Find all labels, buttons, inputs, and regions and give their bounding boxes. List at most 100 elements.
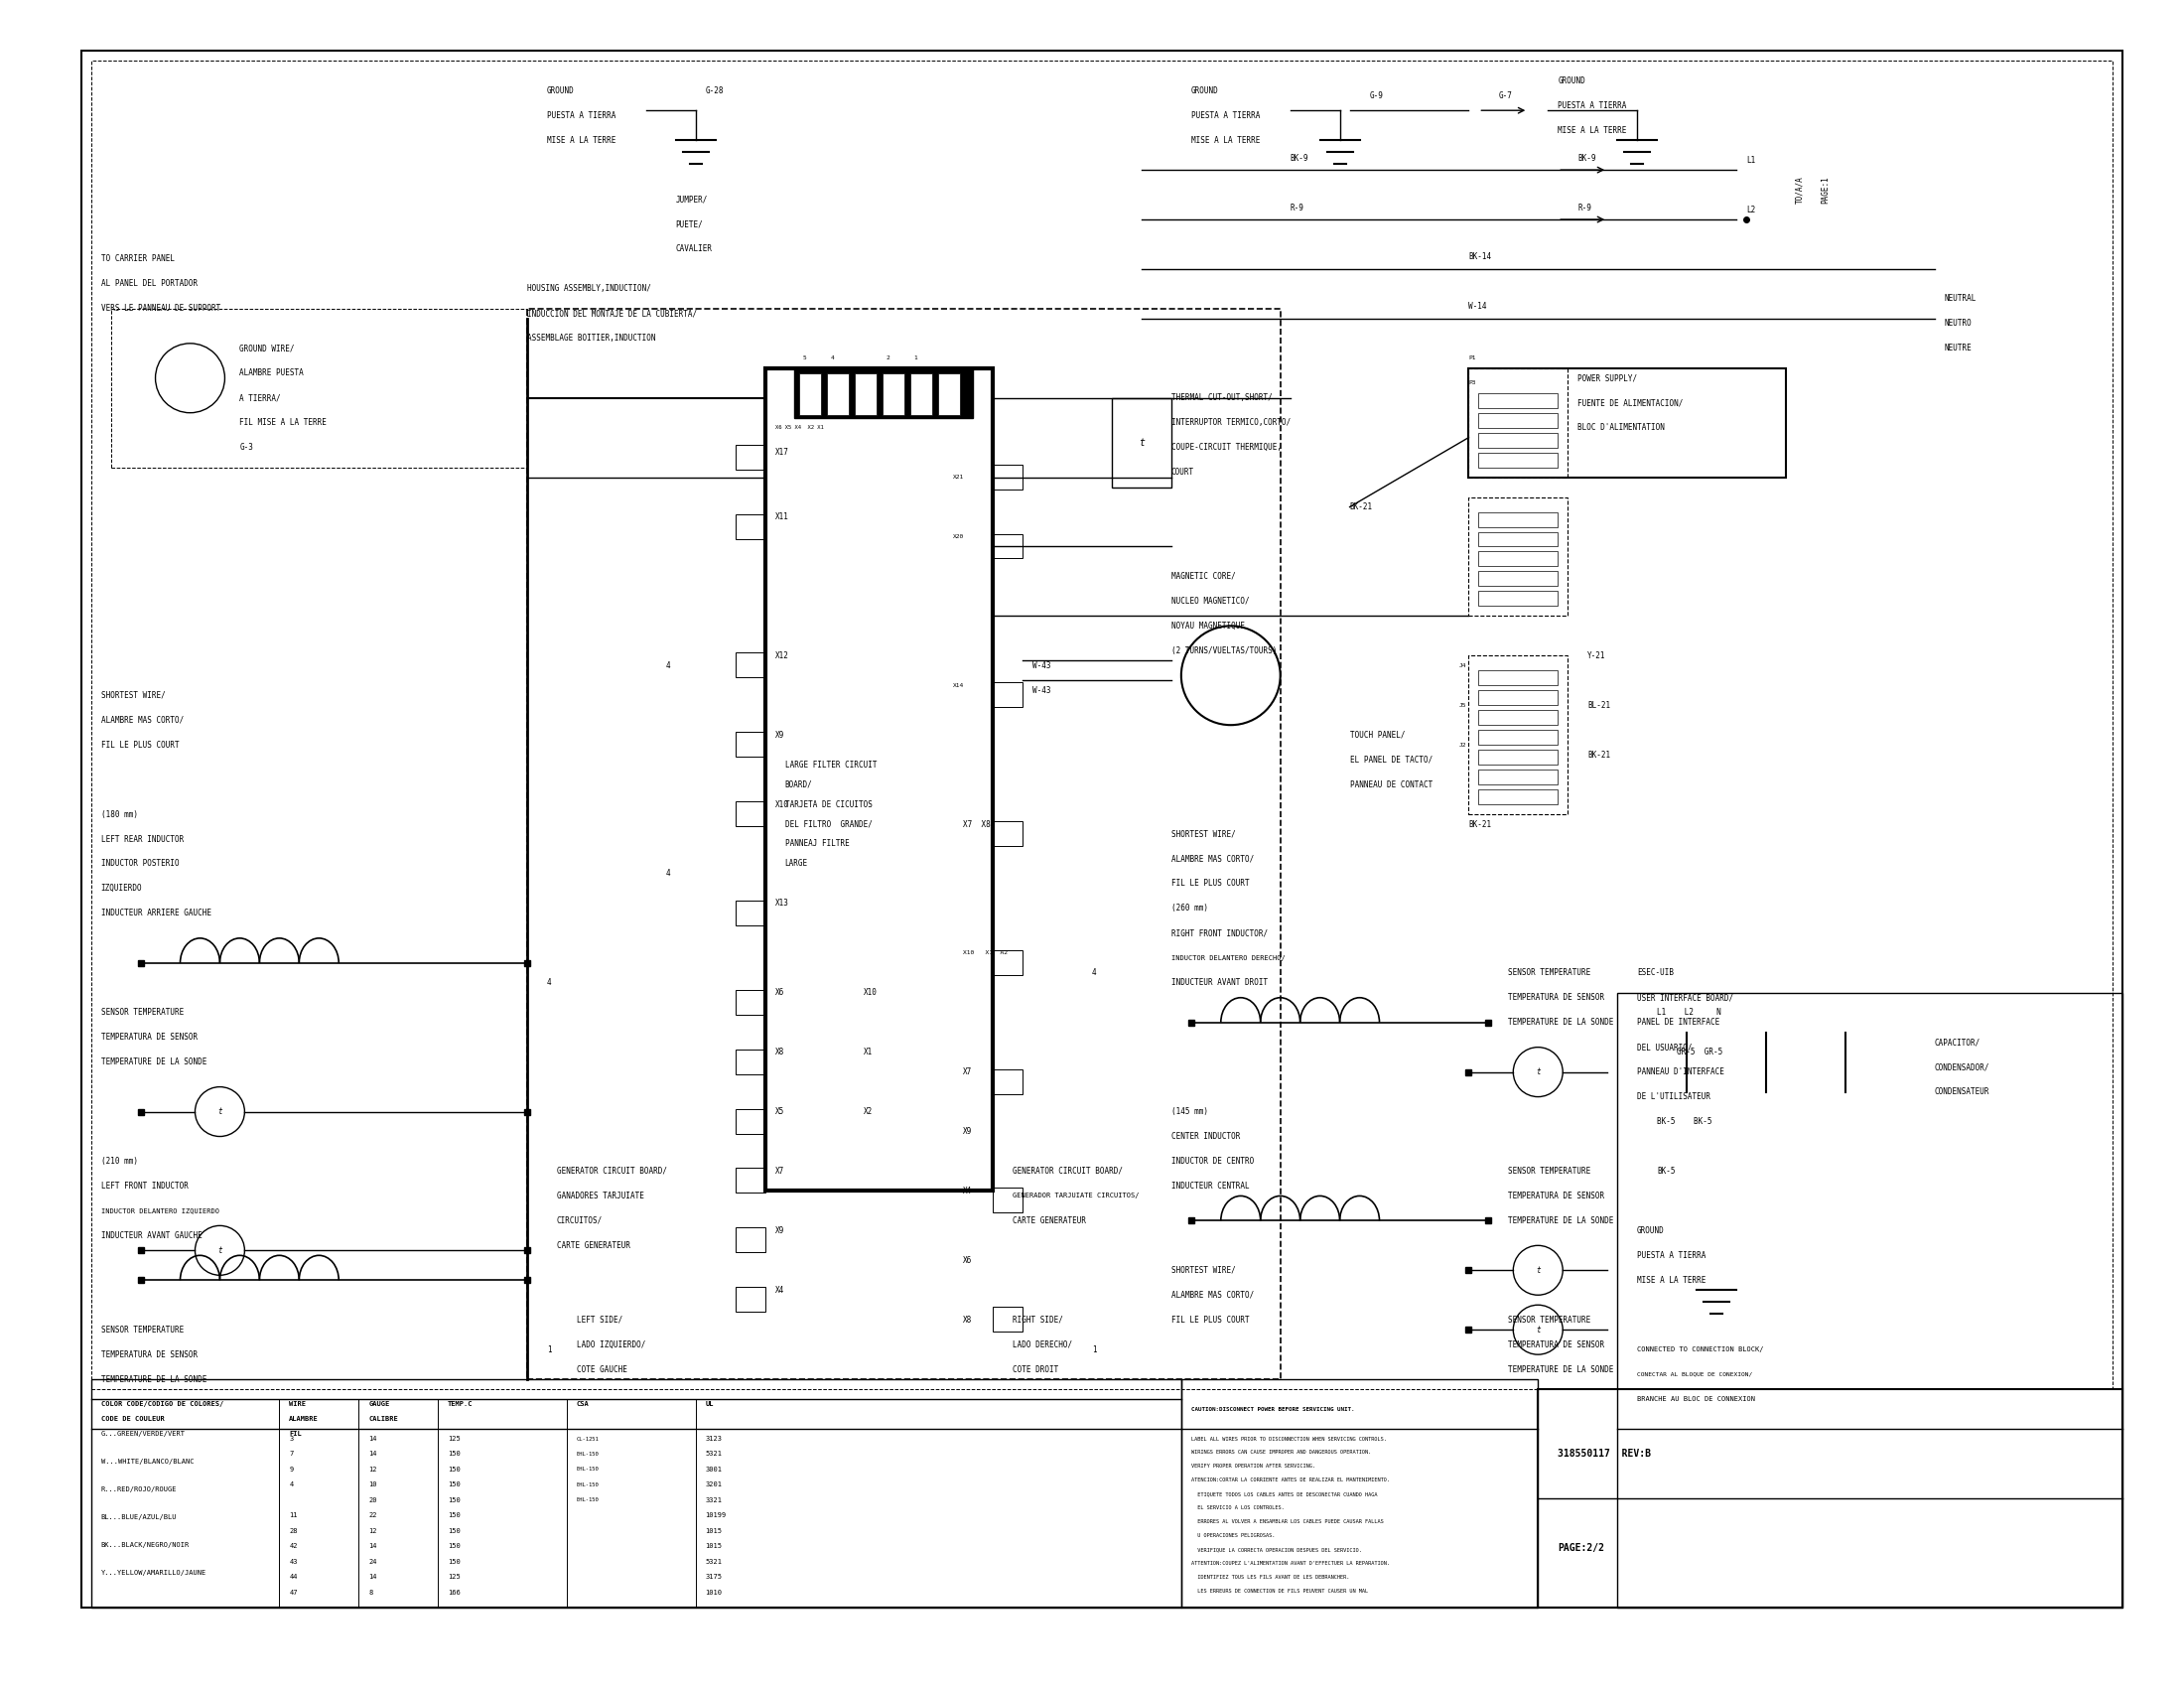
Text: X8: X8	[775, 1048, 784, 1057]
Text: 3: 3	[288, 1436, 293, 1442]
Bar	[736, 900, 764, 925]
Text: 7: 7	[288, 1452, 293, 1457]
Text: CODE DE COULEUR: CODE DE COULEUR	[100, 1416, 164, 1421]
Text: X20: X20	[952, 533, 965, 538]
Text: X6: X6	[963, 1256, 972, 1264]
Text: X9: X9	[775, 731, 784, 739]
Bar	[1479, 749, 1557, 765]
Bar	[994, 533, 1022, 559]
Text: BK-5: BK-5	[1658, 1166, 1675, 1175]
Text: SENSOR TEMPERATURE: SENSOR TEMPERATURE	[100, 1008, 183, 1016]
Text: TARJETA DE CICUITOS: TARJETA DE CICUITOS	[784, 800, 871, 809]
Text: PUESTA A TIERRA: PUESTA A TIERRA	[1190, 111, 1260, 120]
Text: EHL-150: EHL-150	[577, 1482, 598, 1487]
Bar	[1479, 591, 1557, 606]
Text: X8: X8	[963, 1315, 972, 1325]
Text: G...GREEN/VERDE/VERT: G...GREEN/VERDE/VERT	[100, 1431, 186, 1436]
Bar	[1479, 452, 1557, 468]
Bar	[736, 1109, 764, 1133]
Text: 44: 44	[288, 1575, 297, 1580]
Text: P3: P3	[1468, 380, 1476, 385]
Bar	[994, 682, 1022, 707]
Text: TEMPERATURE DE LA SONDE: TEMPERATURE DE LA SONDE	[100, 1374, 207, 1384]
Text: CAPACITOR/: CAPACITOR/	[1935, 1038, 1981, 1047]
Text: CARTE GENERATEUR: CARTE GENERATEUR	[1013, 1217, 1085, 1225]
Text: G-3: G-3	[240, 442, 253, 452]
Bar	[1112, 398, 1171, 488]
Text: HOUSING ASSEMBLY,INDUCTION/: HOUSING ASSEMBLY,INDUCTION/	[526, 284, 651, 294]
Text: X4: X4	[963, 1187, 972, 1195]
Text: FIL LE PLUS COURT: FIL LE PLUS COURT	[100, 741, 179, 749]
Bar	[939, 373, 961, 415]
Bar	[1618, 993, 2123, 1607]
Bar	[994, 1069, 1022, 1094]
Text: J4: J4	[1459, 663, 1465, 668]
Text: LARGE FILTER CIRCUIT: LARGE FILTER CIRCUIT	[784, 760, 876, 770]
Text: INDUCTEUR ARRIERE GAUCHE: INDUCTEUR ARRIERE GAUCHE	[100, 908, 212, 918]
Text: BK-5    BK-5: BK-5 BK-5	[1658, 1117, 1712, 1126]
Bar	[994, 1307, 1022, 1332]
Bar	[526, 309, 1280, 1379]
Text: GROUND: GROUND	[1557, 76, 1586, 84]
Text: 150: 150	[448, 1452, 461, 1457]
Text: L1: L1	[1747, 155, 1756, 164]
Text: DEL FILTRO  GRANDE/: DEL FILTRO GRANDE/	[784, 820, 871, 829]
Text: 3175: 3175	[705, 1575, 723, 1580]
Text: TOUCH PANEL/: TOUCH PANEL/	[1350, 731, 1404, 739]
Text: X1: X1	[865, 1048, 874, 1057]
Text: X4: X4	[775, 1286, 784, 1295]
Text: 318550117  REV:B: 318550117 REV:B	[1557, 1448, 1651, 1458]
Bar	[736, 1050, 764, 1074]
Text: X17: X17	[775, 447, 788, 457]
Bar	[764, 368, 994, 1192]
Text: 4: 4	[830, 356, 834, 361]
Text: FUENTE DE ALIMENTACION/: FUENTE DE ALIMENTACION/	[1577, 398, 1684, 407]
Text: X9: X9	[963, 1128, 972, 1136]
Text: t: t	[1535, 1067, 1540, 1077]
Bar	[1479, 711, 1557, 726]
Bar	[1479, 770, 1557, 785]
Text: 2: 2	[887, 356, 889, 361]
Text: ALAMBRE: ALAMBRE	[288, 1416, 319, 1421]
Bar	[1479, 393, 1557, 408]
Bar	[736, 1288, 764, 1312]
Text: CONECTAR AL BLOQUE DE CONEXION/: CONECTAR AL BLOQUE DE CONEXION/	[1638, 1372, 1752, 1377]
Text: R-9: R-9	[1577, 203, 1592, 213]
Text: LABEL ALL WIRES PRIOR TO DISCONNECTION WHEN SERVICING CONTROLS.: LABEL ALL WIRES PRIOR TO DISCONNECTION W…	[1190, 1436, 1387, 1442]
Text: 14: 14	[369, 1436, 378, 1442]
Text: 28: 28	[288, 1528, 297, 1534]
Text: PUETE/: PUETE/	[675, 219, 703, 230]
Text: J2: J2	[1459, 743, 1465, 748]
Bar	[795, 368, 974, 417]
Text: WIRE: WIRE	[288, 1401, 306, 1408]
Text: L1    L2     N: L1 L2 N	[1658, 1008, 1721, 1016]
Text: BOARD/: BOARD/	[784, 780, 812, 788]
Text: TEMPERATURA DE SENSOR: TEMPERATURA DE SENSOR	[100, 1033, 197, 1041]
Text: 125: 125	[448, 1575, 461, 1580]
Text: GENERADOR TARJUIATE CIRCUITOS/: GENERADOR TARJUIATE CIRCUITOS/	[1013, 1193, 1140, 1198]
Text: (2 TURNS/VUELTAS/TOURS): (2 TURNS/VUELTAS/TOURS)	[1171, 647, 1278, 655]
Text: RIGHT FRONT INDUCTOR/: RIGHT FRONT INDUCTOR/	[1171, 928, 1267, 939]
Text: USER INTERFACE BOARD/: USER INTERFACE BOARD/	[1638, 993, 1734, 1003]
Text: t: t	[1535, 1325, 1540, 1334]
Text: PAGE:1: PAGE:1	[1821, 176, 1830, 204]
Text: TEMPERATURE DE LA SONDE: TEMPERATURE DE LA SONDE	[100, 1058, 207, 1067]
Text: R...RED/ROJO/ROUGE: R...RED/ROJO/ROUGE	[100, 1487, 177, 1492]
Text: ATTENTION:COUPEZ L'ALIMENTATION AVANT D'EFFECTUER LA REPARATION.: ATTENTION:COUPEZ L'ALIMENTATION AVANT D'…	[1190, 1561, 1389, 1566]
Text: BK-21: BK-21	[1468, 820, 1492, 829]
Text: 1: 1	[546, 1345, 553, 1354]
Text: VERIFY PROPER OPERATION AFTER SERVICING.: VERIFY PROPER OPERATION AFTER SERVICING.	[1190, 1463, 1315, 1469]
Text: X10: X10	[865, 987, 878, 998]
Text: (260 mm): (260 mm)	[1171, 905, 1208, 913]
Text: GENERATOR CIRCUIT BOARD/: GENERATOR CIRCUIT BOARD/	[1013, 1166, 1123, 1175]
Text: X7: X7	[963, 1067, 972, 1077]
Bar	[1468, 655, 1568, 814]
Text: PANEL DE INTERFACE: PANEL DE INTERFACE	[1638, 1018, 1719, 1026]
Text: 4: 4	[666, 869, 670, 878]
Text: 150: 150	[448, 1558, 461, 1565]
Text: t: t	[218, 1107, 223, 1116]
Bar	[1479, 729, 1557, 744]
Text: MISE A LA TERRE: MISE A LA TERRE	[546, 135, 616, 145]
Text: INDUCTEUR AVANT GAUCHE: INDUCTEUR AVANT GAUCHE	[100, 1231, 201, 1241]
Bar	[736, 802, 764, 825]
